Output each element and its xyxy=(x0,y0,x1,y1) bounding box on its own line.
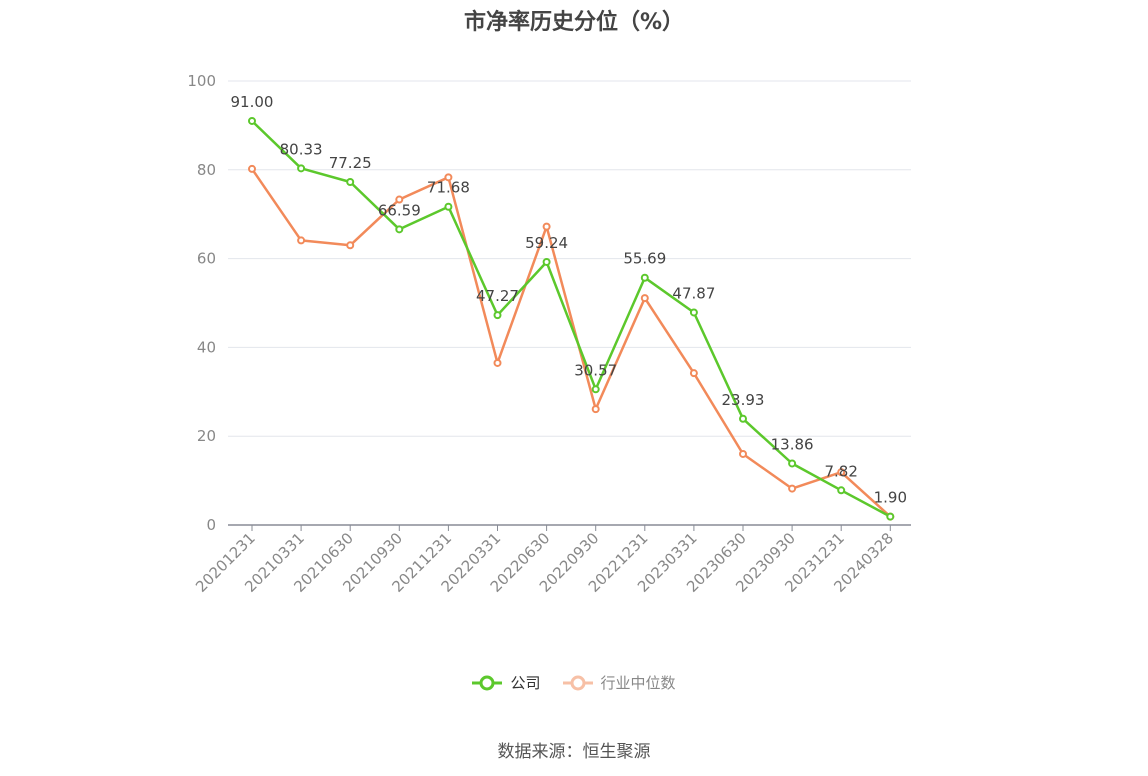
point-company xyxy=(591,385,600,394)
series-points xyxy=(248,116,895,521)
data-source: 数据来源：恒生聚源 xyxy=(497,742,651,762)
point-industry-median xyxy=(837,468,846,477)
y-axis-tick-labels: 0 20 40 60 80 100 xyxy=(187,72,216,534)
point-industry-median xyxy=(591,405,600,414)
point-company xyxy=(248,116,256,125)
data-label: 77.25 xyxy=(329,154,372,172)
y-tick-label-60: 60 xyxy=(197,250,216,268)
legend-marker-industry-median-icon xyxy=(562,675,593,690)
y-tick-label-80: 80 xyxy=(197,161,216,179)
data-label: 23.93 xyxy=(722,391,765,409)
y-tick-label-100: 100 xyxy=(187,72,216,90)
point-company xyxy=(788,459,797,468)
legend-item-industry-median[interactable]: 行业中位数 xyxy=(562,672,676,693)
data-labels: 91.00 80.33 77.25 66.59 71.68 47.27 59.24 30.57… xyxy=(231,93,907,507)
series-line-industry-median xyxy=(250,168,892,518)
chart-title: 市净率历史分位（%） xyxy=(463,10,685,35)
legend-label-company: 公司 xyxy=(510,674,541,692)
point-industry-median xyxy=(493,358,502,367)
point-company xyxy=(640,273,649,282)
data-label: 47.87 xyxy=(672,284,715,302)
point-industry-median xyxy=(444,173,453,182)
point-company xyxy=(395,225,404,234)
data-label: 80.33 xyxy=(280,140,323,158)
data-label: 1.90 xyxy=(874,489,907,507)
point-company xyxy=(837,486,846,495)
data-label: 55.69 xyxy=(623,250,666,268)
point-industry-median xyxy=(346,241,355,250)
data-label: 66.59 xyxy=(378,201,421,219)
point-company xyxy=(444,202,453,211)
legend: 公司 行业中位数 xyxy=(0,672,1148,693)
point-industry-median xyxy=(395,195,404,204)
data-label: 13.86 xyxy=(771,435,814,453)
data-label: 91.00 xyxy=(231,93,274,111)
point-company xyxy=(739,414,747,423)
point-company xyxy=(493,311,502,320)
point-industry-median xyxy=(248,164,256,173)
point-company xyxy=(297,164,306,173)
point-industry-median xyxy=(689,369,698,378)
point-company xyxy=(886,512,895,521)
point-company xyxy=(542,257,551,266)
legend-item-company[interactable]: 公司 xyxy=(472,672,541,693)
y-tick-label-40: 40 xyxy=(197,338,216,356)
legend-label-industry-median: 行业中位数 xyxy=(600,674,676,692)
data-label: 30.57 xyxy=(574,361,617,379)
point-industry-median xyxy=(640,294,649,303)
point-industry-median xyxy=(542,222,551,231)
data-label: 59.24 xyxy=(525,234,568,252)
point-company xyxy=(689,308,698,317)
x-axis-tick-labels: 2020123120210331202106302021093020211231… xyxy=(192,529,897,596)
point-industry-median xyxy=(739,449,747,458)
data-label: 71.68 xyxy=(427,179,470,197)
series-lines xyxy=(250,120,892,518)
y-tick-label-0: 0 xyxy=(206,516,216,534)
y-tick-label-20: 20 xyxy=(197,427,216,445)
point-company xyxy=(346,178,355,187)
data-label: 7.82 xyxy=(824,462,857,480)
point-industry-median xyxy=(297,236,306,245)
point-industry-median xyxy=(788,484,797,493)
x-axis xyxy=(228,524,911,531)
legend-marker-company-icon xyxy=(472,675,503,690)
data-label: 47.27 xyxy=(476,287,519,305)
grid-lines xyxy=(228,80,911,437)
series-line-company xyxy=(251,120,891,518)
